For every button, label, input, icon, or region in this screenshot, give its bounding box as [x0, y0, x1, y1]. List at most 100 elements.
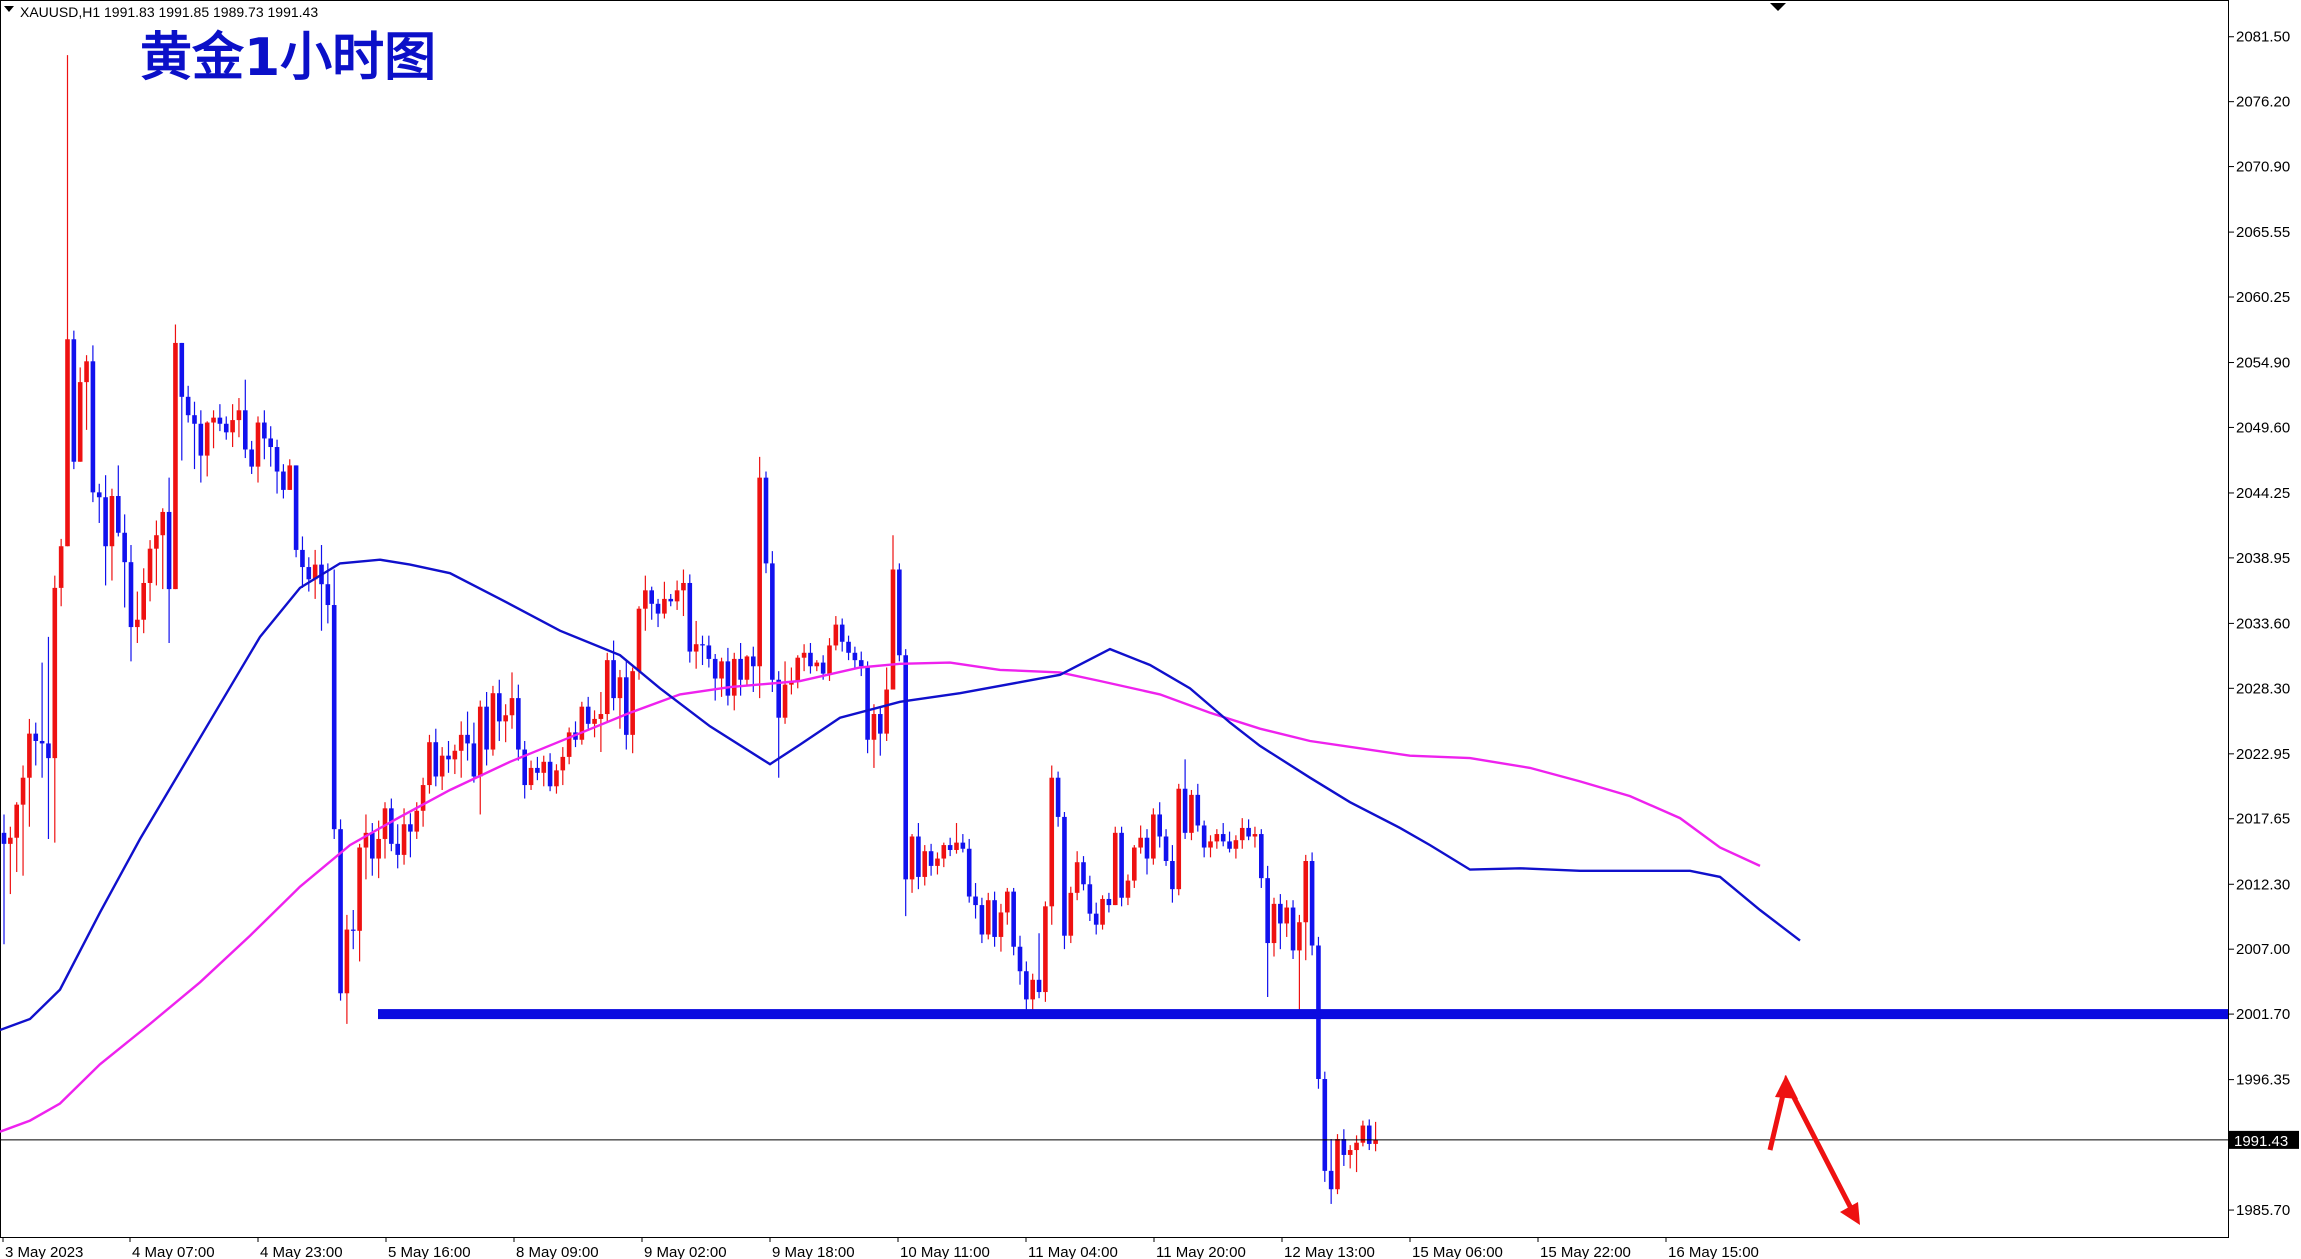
candle[interactable]	[1011, 887, 1016, 956]
candle[interactable]	[147, 540, 153, 602]
candle[interactable]	[1233, 835, 1239, 859]
candle[interactable]	[795, 655, 801, 689]
candle[interactable]	[154, 520, 159, 586]
candle[interactable]	[458, 721, 464, 778]
candle[interactable]	[185, 385, 191, 423]
candle[interactable]	[1170, 845, 1175, 903]
candle[interactable]	[1005, 887, 1010, 925]
candle[interactable]	[706, 635, 712, 668]
collapse-marker-icon[interactable]	[1770, 3, 1786, 11]
candle[interactable]	[363, 814, 369, 880]
candle[interactable]	[554, 764, 559, 794]
candle[interactable]	[103, 475, 108, 586]
candle[interactable]	[1049, 765, 1055, 925]
candle[interactable]	[522, 740, 527, 799]
candle[interactable]	[1157, 802, 1162, 848]
candle[interactable]	[935, 852, 940, 875]
candle[interactable]	[1220, 823, 1226, 847]
candle[interactable]	[477, 700, 483, 815]
candle[interactable]	[1322, 1071, 1328, 1182]
candle[interactable]	[192, 401, 197, 470]
candle[interactable]	[1189, 789, 1194, 841]
candle[interactable]	[262, 410, 267, 460]
candle[interactable]	[1195, 783, 1201, 832]
candle[interactable]	[173, 324, 178, 590]
candle[interactable]	[833, 616, 839, 651]
candle[interactable]	[287, 459, 293, 490]
candle[interactable]	[503, 704, 508, 743]
candle[interactable]	[90, 345, 96, 503]
candle[interactable]	[1246, 819, 1251, 841]
candle[interactable]	[1017, 935, 1023, 985]
candle[interactable]	[1030, 973, 1035, 1016]
candle[interactable]	[312, 549, 318, 599]
candle[interactable]	[141, 568, 146, 634]
candle[interactable]	[700, 635, 705, 666]
candle[interactable]	[204, 421, 210, 477]
candle[interactable]	[668, 594, 674, 607]
candle[interactable]	[1081, 856, 1086, 891]
candle[interactable]	[865, 661, 870, 754]
candle[interactable]	[14, 802, 19, 873]
candle[interactable]	[947, 837, 953, 857]
candle[interactable]	[230, 404, 235, 448]
candle[interactable]	[217, 404, 223, 432]
candle[interactable]	[1068, 886, 1074, 944]
candle[interactable]	[960, 834, 966, 853]
candle[interactable]	[712, 654, 718, 701]
candle[interactable]	[509, 672, 515, 729]
candle[interactable]	[528, 760, 534, 790]
candle[interactable]	[871, 704, 877, 768]
support-line[interactable]	[378, 1009, 2228, 1020]
candle[interactable]	[674, 580, 680, 610]
candle[interactable]	[725, 647, 731, 706]
candle[interactable]	[1214, 829, 1220, 849]
candle[interactable]	[1309, 852, 1315, 956]
candle[interactable]	[776, 671, 781, 778]
candle[interactable]	[268, 426, 273, 467]
candle[interactable]	[782, 661, 788, 724]
candle[interactable]	[357, 843, 362, 962]
candle[interactable]	[1290, 900, 1296, 959]
candle[interactable]	[211, 410, 216, 449]
candle[interactable]	[306, 557, 312, 592]
candle[interactable]	[433, 728, 439, 787]
candle[interactable]	[65, 55, 70, 547]
candle[interactable]	[852, 646, 858, 669]
candle[interactable]	[763, 471, 769, 574]
candle[interactable]	[592, 710, 597, 738]
candle[interactable]	[427, 734, 432, 794]
candle[interactable]	[643, 575, 648, 631]
candle[interactable]	[1055, 771, 1061, 827]
candle[interactable]	[757, 456, 762, 699]
candle[interactable]	[408, 813, 413, 858]
candle[interactable]	[846, 635, 851, 661]
candle[interactable]	[998, 903, 1004, 952]
candle[interactable]	[135, 591, 140, 643]
candle[interactable]	[566, 727, 572, 765]
candle[interactable]	[198, 410, 204, 483]
candle[interactable]	[801, 644, 807, 672]
candle[interactable]	[160, 508, 166, 590]
candle[interactable]	[1132, 845, 1137, 888]
candle[interactable]	[446, 740, 451, 773]
candle[interactable]	[300, 536, 305, 588]
candle[interactable]	[281, 464, 286, 499]
candle[interactable]	[547, 753, 553, 792]
candle[interactable]	[1119, 826, 1124, 907]
candle[interactable]	[1144, 829, 1150, 875]
candle[interactable]	[636, 606, 642, 680]
candle[interactable]	[1182, 759, 1188, 839]
candle[interactable]	[1303, 854, 1309, 961]
candle[interactable]	[122, 514, 127, 608]
candle[interactable]	[839, 618, 845, 652]
candle[interactable]	[1100, 895, 1105, 930]
candle[interactable]	[71, 330, 77, 470]
candle[interactable]	[484, 691, 489, 766]
candle[interactable]	[604, 652, 610, 723]
candle[interactable]	[681, 569, 686, 617]
candle[interactable]	[325, 563, 331, 624]
candle[interactable]	[1151, 808, 1156, 865]
candle[interactable]	[973, 883, 978, 919]
menu-triangle-icon[interactable]	[4, 6, 14, 12]
